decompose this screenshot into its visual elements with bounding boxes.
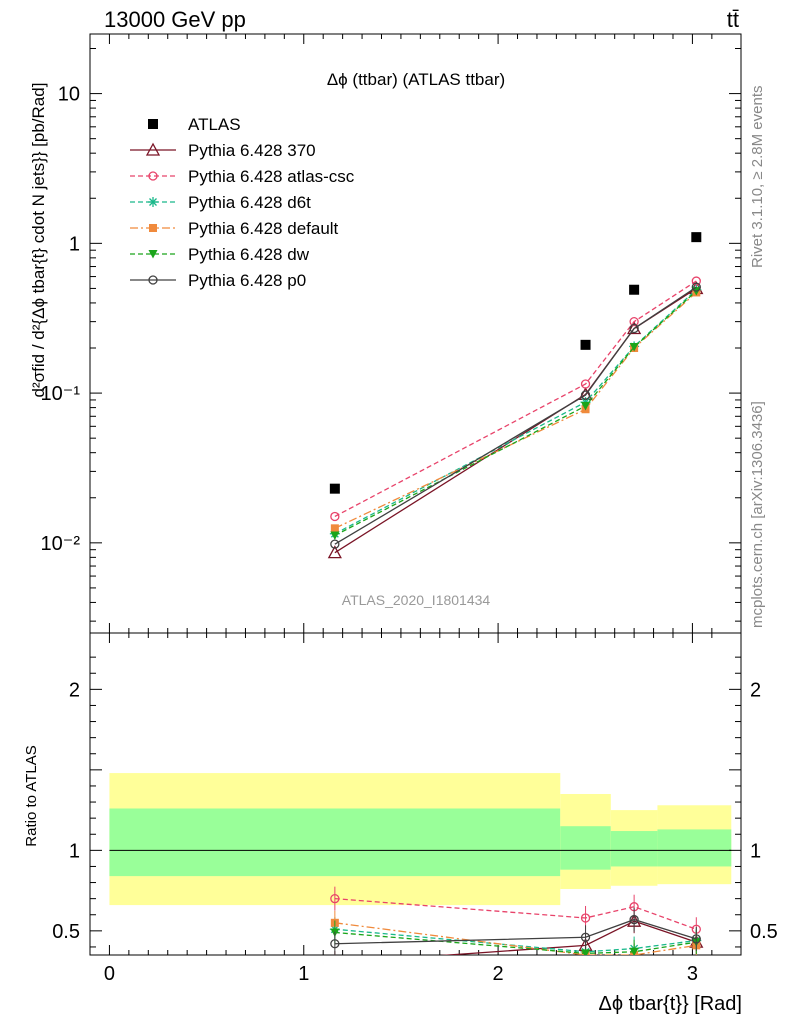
ratio-band-green xyxy=(560,826,611,870)
legend-marker-ATLAS xyxy=(148,119,158,129)
legend: ATLAS Pythia 6.428 370 Pythia 6.428 atlas-… xyxy=(130,115,355,290)
ratio-tick-label-left: 1 xyxy=(69,840,80,862)
ratio-point-dw xyxy=(629,947,639,955)
legend-marker-default xyxy=(149,224,157,232)
ratio-band-green xyxy=(657,829,732,867)
series-line-p0 xyxy=(334,286,697,545)
plot-title: Δϕ (ttbar) (ATLAS ttbar) xyxy=(327,70,505,89)
ratio-point-atlas-csc xyxy=(330,894,340,904)
data-point-ATLAS xyxy=(329,483,340,494)
y-axis-label-ratio: Ratio to ATLAS xyxy=(23,745,40,846)
ratio-point-p0 xyxy=(629,914,639,925)
data-point-ATLAS xyxy=(580,339,591,350)
series-line-d6t xyxy=(334,289,697,535)
legend-label-p0: Pythia 6.428 p0 xyxy=(188,271,306,290)
legend-label-370: Pythia 6.428 370 xyxy=(188,141,316,160)
ratio-line-d6t xyxy=(334,928,697,953)
ratio-point-atlas-csc xyxy=(580,913,591,923)
ratio-line-370 xyxy=(439,920,697,955)
ratio-band-green xyxy=(109,808,561,877)
header-left: 13000 GeV pp xyxy=(104,7,246,32)
data-point-p0 xyxy=(629,323,639,334)
legend-label-ATLAS: ATLAS xyxy=(188,115,241,134)
ratio-series xyxy=(329,886,704,968)
main-panel: 10⁻² 10⁻¹ 1 10 xyxy=(41,33,742,634)
series-line-atlas-csc xyxy=(334,280,697,518)
data-point-ATLAS xyxy=(629,284,640,295)
ratio-line-dw xyxy=(334,931,697,955)
ratio-tick-label-right: 2 xyxy=(750,679,761,701)
ratio-line-default xyxy=(334,922,697,955)
data-point-dw xyxy=(581,401,591,411)
legend-marker-370 xyxy=(145,142,161,156)
data-point-p0 xyxy=(330,539,340,549)
data-point-370 xyxy=(627,321,642,335)
ratio-point-370 xyxy=(329,957,341,968)
ratio-tick-label-right: 0.5 xyxy=(750,921,778,943)
legend-label-atlas-csc: Pythia 6.428 atlas-csc xyxy=(188,167,355,186)
ratio-band-green xyxy=(610,831,658,867)
y-tick-label: 10⁻² xyxy=(41,533,81,555)
data-point-default xyxy=(330,524,339,533)
ratio-line-atlas-csc xyxy=(334,898,697,930)
ratio-point-p0 xyxy=(580,932,591,942)
legend-marker-p0 xyxy=(148,275,158,285)
header-right: tt̄ xyxy=(727,7,739,32)
ratio-tick-label-left: 0.5 xyxy=(52,921,80,943)
legend-label-d6t: Pythia 6.428 d6t xyxy=(188,193,311,212)
ratio-point-p0 xyxy=(330,939,340,949)
legend-label-default: Pythia 6.428 default xyxy=(188,219,339,238)
legend-marker-dw xyxy=(148,250,158,259)
ratio-point-dw xyxy=(581,949,591,955)
watermark: ATLAS_2020_I1801434 xyxy=(342,592,491,608)
ratio-tick-label-left: 2 xyxy=(69,679,80,701)
y-axis-label-main: d²σfid / d²{Δϕ tbar{t} cdot N jets}} [pb… xyxy=(29,83,48,398)
data-point-dw xyxy=(629,343,639,352)
ratio-tick-label-right: 1 xyxy=(750,840,761,862)
y-tick-label: 10⁻¹ xyxy=(41,383,81,405)
legend-label-dw: Pythia 6.428 dw xyxy=(188,245,310,264)
series-line-dw xyxy=(334,290,697,537)
data-point-p0 xyxy=(580,390,591,400)
data-point-370 xyxy=(327,545,342,559)
series-line-default xyxy=(334,291,697,529)
x-tick-label: 3 xyxy=(687,963,698,985)
rivet-label: Rivet 3.1.10, ≥ 2.8M events xyxy=(749,86,766,269)
legend-marker-d6t-stroke xyxy=(149,198,157,206)
data-point-p0 xyxy=(691,282,701,292)
y-tick-label: 1 xyxy=(69,233,80,255)
data-point-atlas-csc xyxy=(580,379,591,389)
ratio-line-p0 xyxy=(334,918,697,945)
data-point-ATLAS xyxy=(691,232,702,243)
x-axis-label: Δϕ tbar{t}} [Rad] xyxy=(598,993,742,1015)
ratio-panel: 0 1 2 3 0.5 0.5 1 1 2 2 xyxy=(52,34,778,985)
x-tick-label: 1 xyxy=(298,963,309,985)
y-tick-label: 10 xyxy=(58,84,80,106)
legend-marker-atlas-csc xyxy=(148,171,158,181)
x-tick-label: 0 xyxy=(104,963,115,985)
ratio-frame xyxy=(89,632,742,956)
ratio-point-p0 xyxy=(691,934,701,944)
mcplots-label: mcplots.cern.ch [arXiv:1306.3436] xyxy=(749,401,766,628)
data-point-dw xyxy=(330,531,340,540)
data-point-atlas-csc xyxy=(629,316,639,327)
data-point-atlas-csc xyxy=(330,511,340,522)
legend-marker-d6t xyxy=(148,197,158,207)
x-tick-label: 2 xyxy=(493,963,504,985)
